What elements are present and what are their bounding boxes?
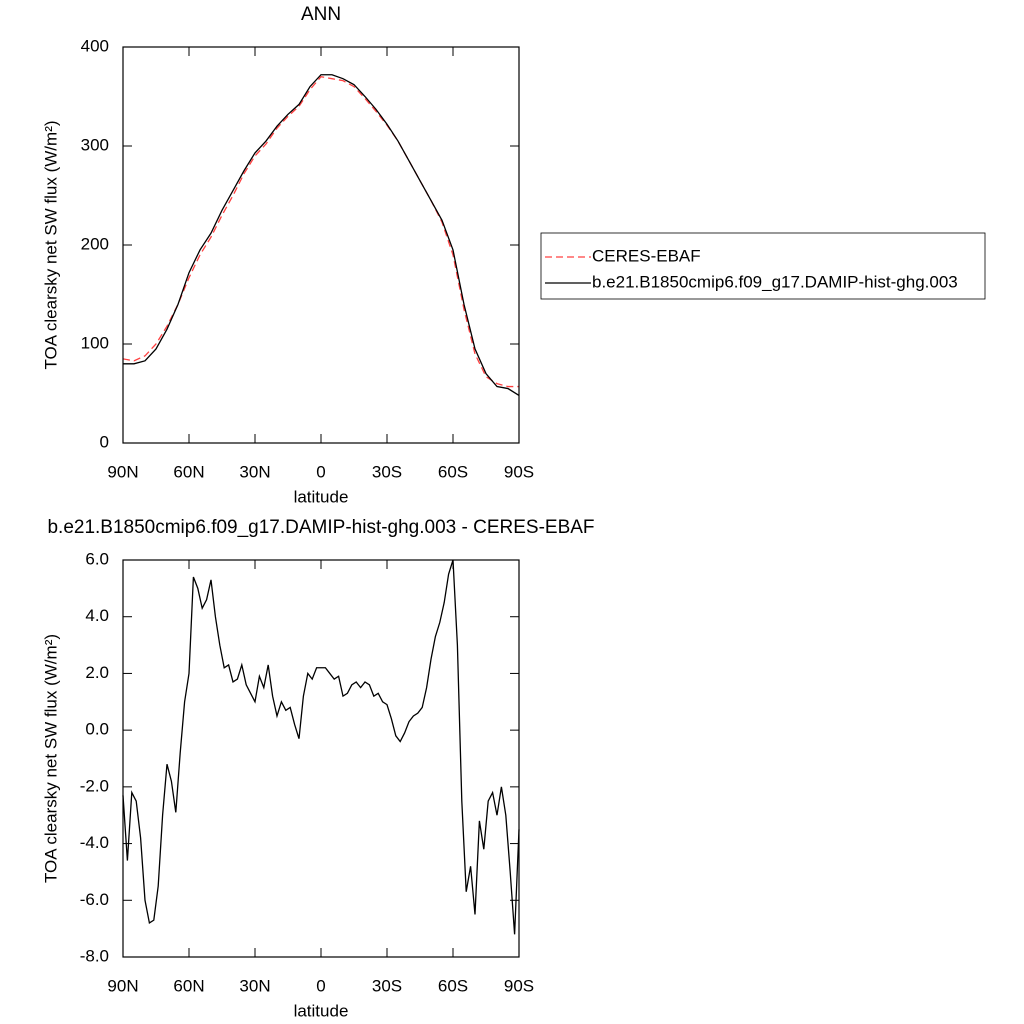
x-tick-label: 60N (173, 976, 204, 995)
legend-box (540, 232, 986, 300)
legend-label: CERES-EBAF (592, 246, 701, 265)
y-tick-label: 0 (100, 432, 109, 451)
x-tick-label: 30N (239, 462, 270, 481)
legend-label: b.e21.B1850cmip6.f09_g17.DAMIP-hist-ghg.… (592, 272, 958, 291)
y-tick-label: 200 (81, 234, 109, 253)
data-line (123, 74, 520, 397)
y-tick-label: 2.0 (85, 663, 109, 682)
x-tick-label: 90S (504, 462, 534, 481)
x-tick-label: 0 (316, 462, 325, 481)
y-tick-label: 0.0 (85, 720, 109, 739)
x-tick-label: 0 (316, 976, 325, 995)
x-tick-label: 30S (372, 976, 402, 995)
x-tick-label: 30S (372, 462, 402, 481)
y-tick-label: 100 (81, 333, 109, 352)
y-tick-label: -6.0 (80, 890, 109, 909)
x-tick-label: 60S (438, 462, 468, 481)
chart-title: b.e21.B1850cmip6.f09_g17.DAMIP-hist-ghg.… (47, 517, 594, 538)
x-axis-label: latitude (294, 487, 349, 506)
data-line (122, 559, 520, 935)
y-axis-label: TOA clearsky net SW flux (W/m²) (41, 120, 60, 369)
plot-frame (122, 559, 520, 958)
y-tick-label: -8.0 (80, 946, 109, 965)
chart-title: ANN (301, 4, 341, 25)
x-tick-label: 60S (438, 976, 468, 995)
y-tick-label: 300 (81, 135, 109, 154)
y-tick-label: -2.0 (80, 776, 109, 795)
x-tick-label: 90N (107, 976, 138, 995)
x-tick-label: 90S (504, 976, 534, 995)
x-tick-label: 90N (107, 462, 138, 481)
y-tick-label: 4.0 (85, 606, 109, 625)
y-tick-label: -4.0 (80, 833, 109, 852)
x-tick-label: 60N (173, 462, 204, 481)
y-tick-label: 400 (81, 36, 109, 55)
x-axis-label: latitude (294, 1001, 349, 1020)
plot-frame (122, 46, 520, 444)
x-tick-label: 30N (239, 976, 270, 995)
y-tick-label: 6.0 (85, 549, 109, 568)
data-line (122, 75, 519, 388)
y-axis-label: TOA clearsky net SW flux (W/m²) (41, 634, 60, 883)
